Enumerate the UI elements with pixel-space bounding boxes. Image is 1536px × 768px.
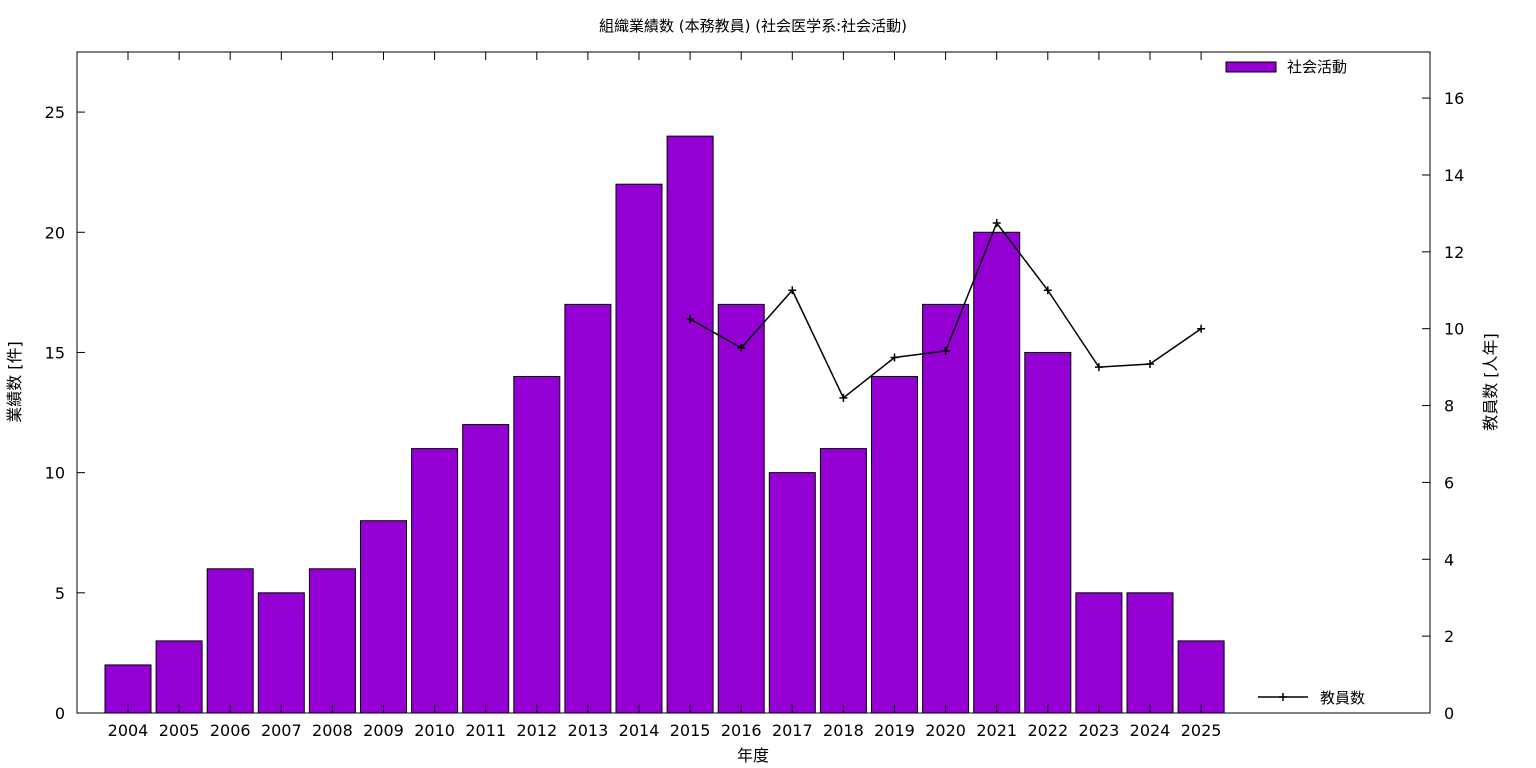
plot-frame [76,51,1431,714]
bar-2013 [564,303,612,714]
x-tick-label-2007: 2007 [261,721,302,740]
line-point-2019 [890,353,899,362]
line-point-2015 [686,315,695,324]
x-tick-label-2009: 2009 [363,721,404,740]
bar-2016 [717,303,765,714]
line-point-2024 [1146,360,1154,369]
y-tick-label-5: 5 [55,584,65,603]
x-tick-label-2011: 2011 [465,721,506,740]
line-point-2023 [1094,363,1103,372]
bar-2014 [615,183,663,714]
y-tick-label-20: 20 [45,223,65,242]
bar-2018 [819,448,867,714]
x-axis-title: 年度 [737,746,769,765]
y2-tick-label-12: 12 [1444,243,1464,262]
bar-2021 [973,231,1021,714]
bar-2008 [308,568,356,714]
y2-tick-label-8: 8 [1444,397,1454,416]
legend-bar-entry: 社会活動 [1225,58,1347,76]
axes-layer: 2004 2005 2006 2007 2008 2009 2010 2011 2012 2013… [45,52,1464,740]
y2-tick-label-0: 0 [1444,704,1454,723]
x-tick-label-2012: 2012 [516,721,557,740]
y-axis-title: 業績数 [件] [5,341,24,423]
x-tick-label-2004: 2004 [108,721,149,740]
y2-axis-title: 教員数 [人年] [1481,333,1500,431]
bar-2004 [104,664,152,714]
x-tick-label-2018: 2018 [823,721,864,740]
y2-tick-label-2: 2 [1444,627,1454,646]
x-tick-label-2014: 2014 [619,721,660,740]
line-point-2025 [1197,324,1206,333]
x-tick-label-2021: 2021 [976,721,1017,740]
bar-2007 [257,592,305,714]
bar-2009 [360,520,407,714]
bar-2020 [922,303,970,714]
bar-2006 [206,568,254,714]
y-tick-label-0: 0 [55,704,65,723]
line-point-2017 [788,286,797,295]
y2-tick-label-14: 14 [1444,166,1464,185]
y2-tick-label-16: 16 [1444,89,1464,108]
legend-line-label: 教員数 [1320,689,1365,707]
line-point-2016 [737,343,746,352]
line-point-2020 [941,346,950,355]
x-tick-label-2008: 2008 [312,721,353,740]
x-tick-label-2013: 2013 [568,721,609,740]
bars-layer [104,135,1225,714]
line-layer [686,219,1206,402]
bar-2012 [513,375,561,714]
x-tick-label-2005: 2005 [159,721,200,740]
bar-2010 [411,448,459,714]
x-tick-label-2023: 2023 [1079,721,1120,740]
bar-2015 [666,135,714,714]
y2-tick-label-6: 6 [1444,473,1454,492]
bar-2005 [155,640,203,714]
legend-line-entry: 教員数 [1258,689,1365,707]
line-point-2021 [992,219,1001,228]
legend-bar-label: 社会活動 [1287,58,1347,76]
x-tick-label-2017: 2017 [772,721,813,740]
y-tick-label-10: 10 [45,464,65,483]
y-tick-label-15: 15 [45,343,65,362]
x-tick-label-2022: 2022 [1027,721,1068,740]
bar-2019 [871,375,918,714]
line-point-2018 [839,393,848,402]
y2-tick-label-10: 10 [1444,320,1464,339]
x-tick-label-2019: 2019 [874,721,915,740]
x-tick-label-2016: 2016 [721,721,762,740]
legend-bar-swatch [1225,61,1277,73]
x-tick-label-2015: 2015 [670,721,711,740]
bar-2011 [462,424,510,714]
bar-2023 [1075,592,1123,714]
bar-2017 [768,472,816,714]
x-tick-label-2024: 2024 [1130,721,1171,740]
chart-title: 組織業績数 (本務教員) (社会医学系:社会活動) [599,17,907,35]
bar-2025 [1177,640,1225,714]
x-tick-label-2006: 2006 [210,721,251,740]
bar-2022 [1024,351,1072,714]
x-tick-label-2020: 2020 [925,721,966,740]
line-point-2022 [1043,286,1052,295]
y-tick-label-25: 25 [45,103,65,122]
x-tick-label-2010: 2010 [414,721,455,740]
y2-tick-label-4: 4 [1444,550,1454,569]
bar-2024 [1126,592,1174,714]
x-tick-label-2025: 2025 [1181,721,1222,740]
